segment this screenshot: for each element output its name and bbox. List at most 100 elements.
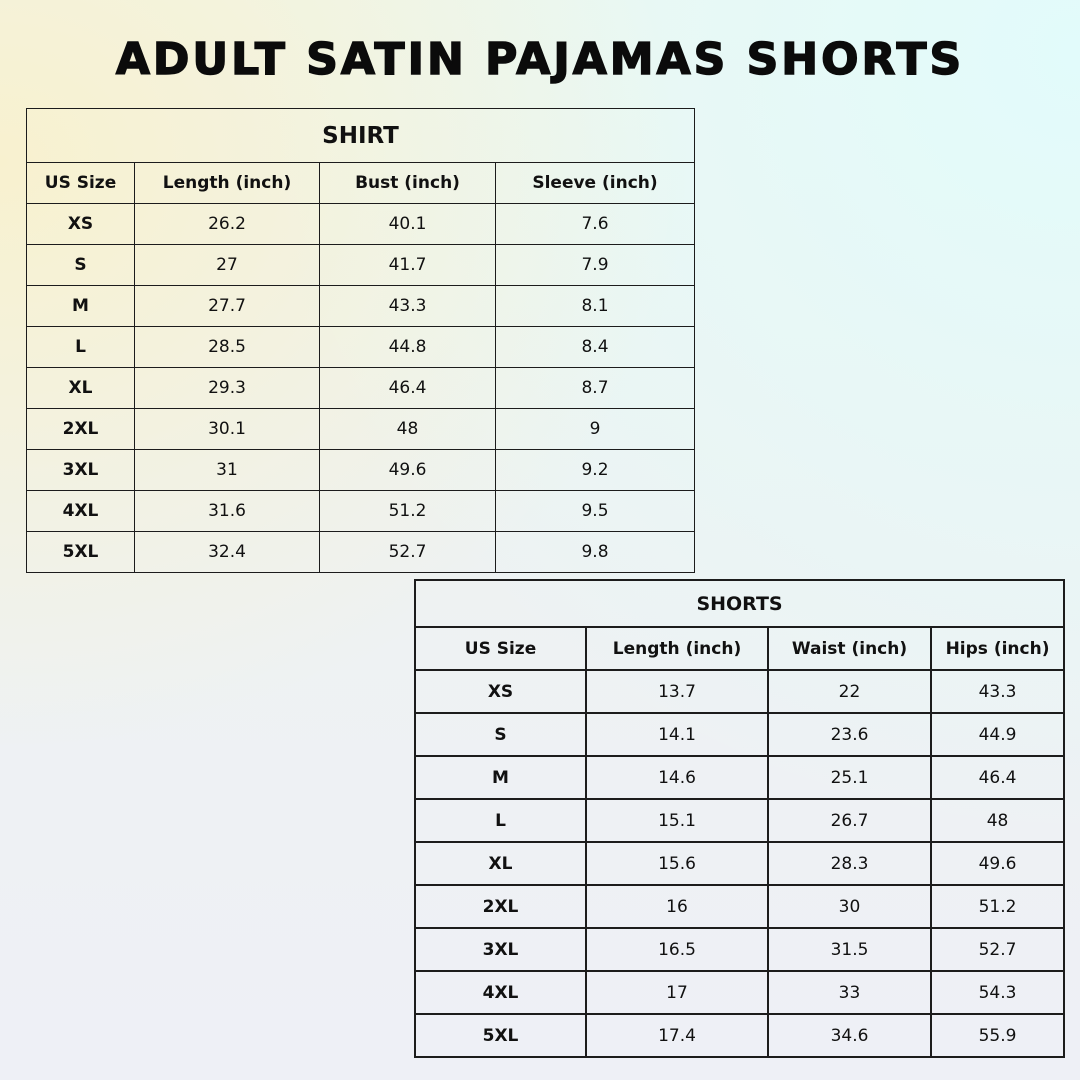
shorts-header-row: US Size Length (inch) Waist (inch) Hips (in… — [414, 626, 1066, 671]
size-label-cell: M — [26, 285, 135, 327]
table-row: 5XL 17.4 34.6 55.9 — [414, 1013, 1066, 1058]
size-label-cell: 2XL — [414, 884, 587, 929]
measurement-cell: 49.6 — [319, 449, 496, 491]
measurement-cell: 30 — [767, 884, 932, 929]
measurement-cell: 44.8 — [319, 326, 496, 368]
measurement-cell: 31 — [134, 449, 320, 491]
measurement-cell: 51.2 — [319, 490, 496, 532]
measurement-cell: 9.5 — [495, 490, 695, 532]
measurement-cell: 31.5 — [767, 927, 932, 972]
size-label-cell: 2XL — [26, 408, 135, 450]
measurement-cell: 15.1 — [585, 798, 769, 843]
size-label-cell: XS — [414, 669, 587, 714]
column-header: Hips (inch) — [929, 626, 1066, 671]
measurement-cell: 48 — [319, 408, 496, 450]
measurement-cell: 8.7 — [495, 367, 695, 409]
table-row: XL 29.3 46.4 8.7 — [26, 367, 695, 409]
measurement-cell: 22 — [767, 669, 932, 714]
measurement-cell: 8.1 — [495, 285, 695, 327]
measurement-cell: 27.7 — [134, 285, 320, 327]
measurement-cell: 16 — [585, 884, 769, 929]
size-label-cell: L — [414, 798, 587, 843]
table-row: 3XL 31 49.6 9.2 — [26, 449, 695, 491]
column-header: US Size — [414, 626, 587, 671]
measurement-cell: 30.1 — [134, 408, 320, 450]
column-header: Sleeve (inch) — [495, 162, 695, 204]
measurement-cell: 13.7 — [585, 669, 769, 714]
size-label-cell: S — [414, 712, 587, 757]
table-row: L 28.5 44.8 8.4 — [26, 326, 695, 368]
measurement-cell: 14.1 — [585, 712, 769, 757]
shirt-table-body: US Size Length (inch) Bust (inch) Sleeve (i… — [26, 162, 695, 573]
measurement-cell: 46.4 — [319, 367, 496, 409]
measurement-cell: 9 — [495, 408, 695, 450]
column-header: Length (inch) — [585, 626, 769, 671]
column-header: Length (inch) — [134, 162, 320, 204]
table-row: 5XL 32.4 52.7 9.8 — [26, 531, 695, 573]
size-label-cell: S — [26, 244, 135, 286]
table-row: 4XL 31.6 51.2 9.5 — [26, 490, 695, 532]
measurement-cell: 49.6 — [929, 841, 1066, 886]
measurement-cell: 7.6 — [495, 203, 695, 245]
size-label-cell: XL — [414, 841, 587, 886]
measurement-cell: 25.1 — [767, 755, 932, 800]
measurement-cell: 9.2 — [495, 449, 695, 491]
size-label-cell: 4XL — [414, 970, 587, 1015]
measurement-cell: 29.3 — [134, 367, 320, 409]
measurement-cell: 15.6 — [585, 841, 769, 886]
table-row: M 27.7 43.3 8.1 — [26, 285, 695, 327]
measurement-cell: 8.4 — [495, 326, 695, 368]
shirt-table-caption: SHIRT — [26, 108, 695, 163]
measurement-cell: 44.9 — [929, 712, 1066, 757]
table-row: L 15.1 26.7 48 — [414, 798, 1066, 843]
measurement-cell: 14.6 — [585, 755, 769, 800]
size-label-cell: 3XL — [414, 927, 587, 972]
measurement-cell: 7.9 — [495, 244, 695, 286]
measurement-cell: 52.7 — [319, 531, 496, 573]
table-row: 3XL 16.5 31.5 52.7 — [414, 927, 1066, 972]
column-header: Bust (inch) — [319, 162, 496, 204]
table-row: 4XL 17 33 54.3 — [414, 970, 1066, 1015]
measurement-cell: 27 — [134, 244, 320, 286]
measurement-cell: 41.7 — [319, 244, 496, 286]
measurement-cell: 33 — [767, 970, 932, 1015]
measurement-cell: 16.5 — [585, 927, 769, 972]
measurement-cell: 40.1 — [319, 203, 496, 245]
table-row: S 27 41.7 7.9 — [26, 244, 695, 286]
size-label-cell: 5XL — [414, 1013, 587, 1058]
table-row: 2XL 16 30 51.2 — [414, 884, 1066, 929]
size-label-cell: 5XL — [26, 531, 135, 573]
size-label-cell: XL — [26, 367, 135, 409]
table-row: 2XL 30.1 48 9 — [26, 408, 695, 450]
measurement-cell: 26.7 — [767, 798, 932, 843]
shorts-size-table: SHORTS US Size Length (inch) Waist (inch) H… — [413, 579, 1066, 1058]
column-header: Waist (inch) — [767, 626, 932, 671]
table-row: XS 26.2 40.1 7.6 — [26, 203, 695, 245]
measurement-cell: 31.6 — [134, 490, 320, 532]
size-label-cell: 4XL — [26, 490, 135, 532]
shirt-header-row: US Size Length (inch) Bust (inch) Sleeve (i… — [26, 162, 695, 204]
size-label-cell: 3XL — [26, 449, 135, 491]
measurement-cell: 28.5 — [134, 326, 320, 368]
measurement-cell: 43.3 — [319, 285, 496, 327]
size-label-cell: M — [414, 755, 587, 800]
measurement-cell: 54.3 — [929, 970, 1066, 1015]
measurement-cell: 34.6 — [767, 1013, 932, 1058]
shorts-table-body: US Size Length (inch) Waist (inch) Hips (in… — [414, 626, 1066, 1058]
measurement-cell: 43.3 — [929, 669, 1066, 714]
size-label-cell: XS — [26, 203, 135, 245]
measurement-cell: 9.8 — [495, 531, 695, 573]
measurement-cell: 55.9 — [929, 1013, 1066, 1058]
measurement-cell: 26.2 — [134, 203, 320, 245]
measurement-cell: 17.4 — [585, 1013, 769, 1058]
measurement-cell: 23.6 — [767, 712, 932, 757]
shorts-table-caption: SHORTS — [413, 579, 1066, 628]
table-row: XL 15.6 28.3 49.6 — [414, 841, 1066, 886]
measurement-cell: 17 — [585, 970, 769, 1015]
measurement-cell: 32.4 — [134, 531, 320, 573]
measurement-cell: 28.3 — [767, 841, 932, 886]
shirt-size-table: SHIRT US Size Length (inch) Bust (inch) Sle… — [26, 108, 695, 573]
size-label-cell: L — [26, 326, 135, 368]
table-row: M 14.6 25.1 46.4 — [414, 755, 1066, 800]
page-title: ADULT SATIN PAJAMAS SHORTS — [115, 33, 965, 86]
